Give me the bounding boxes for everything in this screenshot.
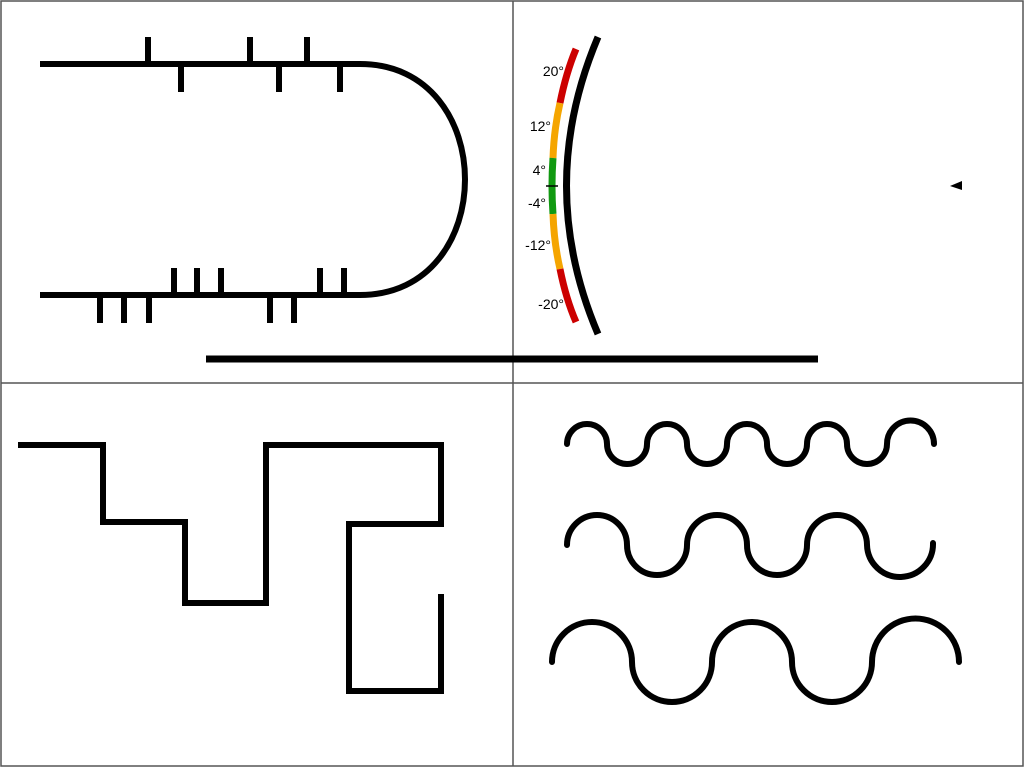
panel-track-loop — [40, 37, 468, 323]
left-pointing-triangle-icon — [950, 181, 962, 190]
wave-medium — [564, 512, 937, 580]
panel-stepped-path — [18, 442, 444, 694]
gauge-label: 12° — [530, 118, 551, 134]
gauge-zone-danger-top — [556, 47, 580, 104]
panel-waves — [549, 417, 962, 705]
gauge-label: -4° — [528, 195, 546, 211]
gauge-arc — [563, 35, 602, 336]
gauge-label: -12° — [525, 237, 551, 253]
gauge-label: 4° — [533, 162, 546, 178]
gauge-zone-warning-top — [549, 102, 564, 159]
wave-small — [564, 417, 937, 467]
gauge-label: -20° — [538, 296, 564, 312]
gauge-zone-danger-bottom — [556, 268, 580, 324]
wave-large — [549, 615, 962, 705]
gauge-label: 20° — [543, 63, 564, 79]
track-loop-path — [40, 61, 468, 298]
gauge-zone-warning-bottom — [549, 213, 564, 270]
stepped-path-main — [18, 442, 444, 694]
panel-gauge: 20° 12° 4° -4° -12° -20° — [525, 35, 602, 336]
